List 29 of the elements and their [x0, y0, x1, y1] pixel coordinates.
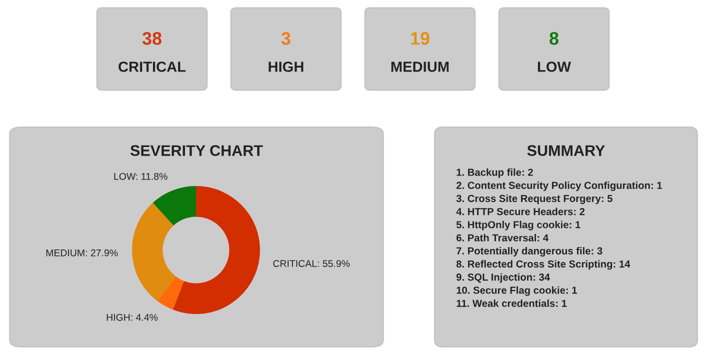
text: 4. HTTP Secure Headers: 2 — [456, 208, 585, 216]
text: 6. Path Traversal: 4 — [456, 234, 548, 242]
text: 3. Cross Site Request Forgery: 5 — [456, 194, 612, 204]
slice-label: CRITICAL: 55.9% — [273, 260, 350, 267]
text: 2. Content Security Policy Configuration: 1 — [456, 182, 662, 192]
text: 9. SQL Injection: 34 — [456, 273, 550, 283]
text: CRITICAL — [118, 62, 186, 72]
text: LOW — [538, 62, 571, 72]
text: 8 — [550, 32, 558, 45]
text: 7. Potentially dangerous file: 3 — [456, 247, 602, 257]
slice-label: LOW: 11.8% — [114, 172, 168, 180]
donut-slice — [172, 186, 260, 314]
text: 8. Reflected Cross Site Scripting: 14 — [456, 260, 630, 270]
text: 10. Secure Flag cookie: 1 — [456, 286, 577, 296]
donut-slice — [132, 202, 176, 302]
text: SUMMARY — [527, 145, 605, 156]
text: HIGH — [268, 62, 304, 72]
donut-slice — [152, 186, 196, 226]
chart-title: SEVERITY CHART — [130, 145, 263, 156]
text: MEDIUM — [391, 62, 449, 72]
text: 19 — [411, 32, 430, 45]
slice-label: MEDIUM: 27.9% — [46, 249, 118, 256]
text: 38 — [142, 32, 162, 45]
text: 11. Weak credentials: 1 — [456, 299, 567, 307]
text: 3 — [281, 32, 290, 45]
donut-slice — [157, 276, 184, 310]
text: 5. HttpOnly Flag cookie: 1 — [456, 220, 580, 230]
text: 1. Backup file: 2 — [456, 168, 533, 178]
slice-label: HIGH: 4.4% — [106, 314, 158, 321]
